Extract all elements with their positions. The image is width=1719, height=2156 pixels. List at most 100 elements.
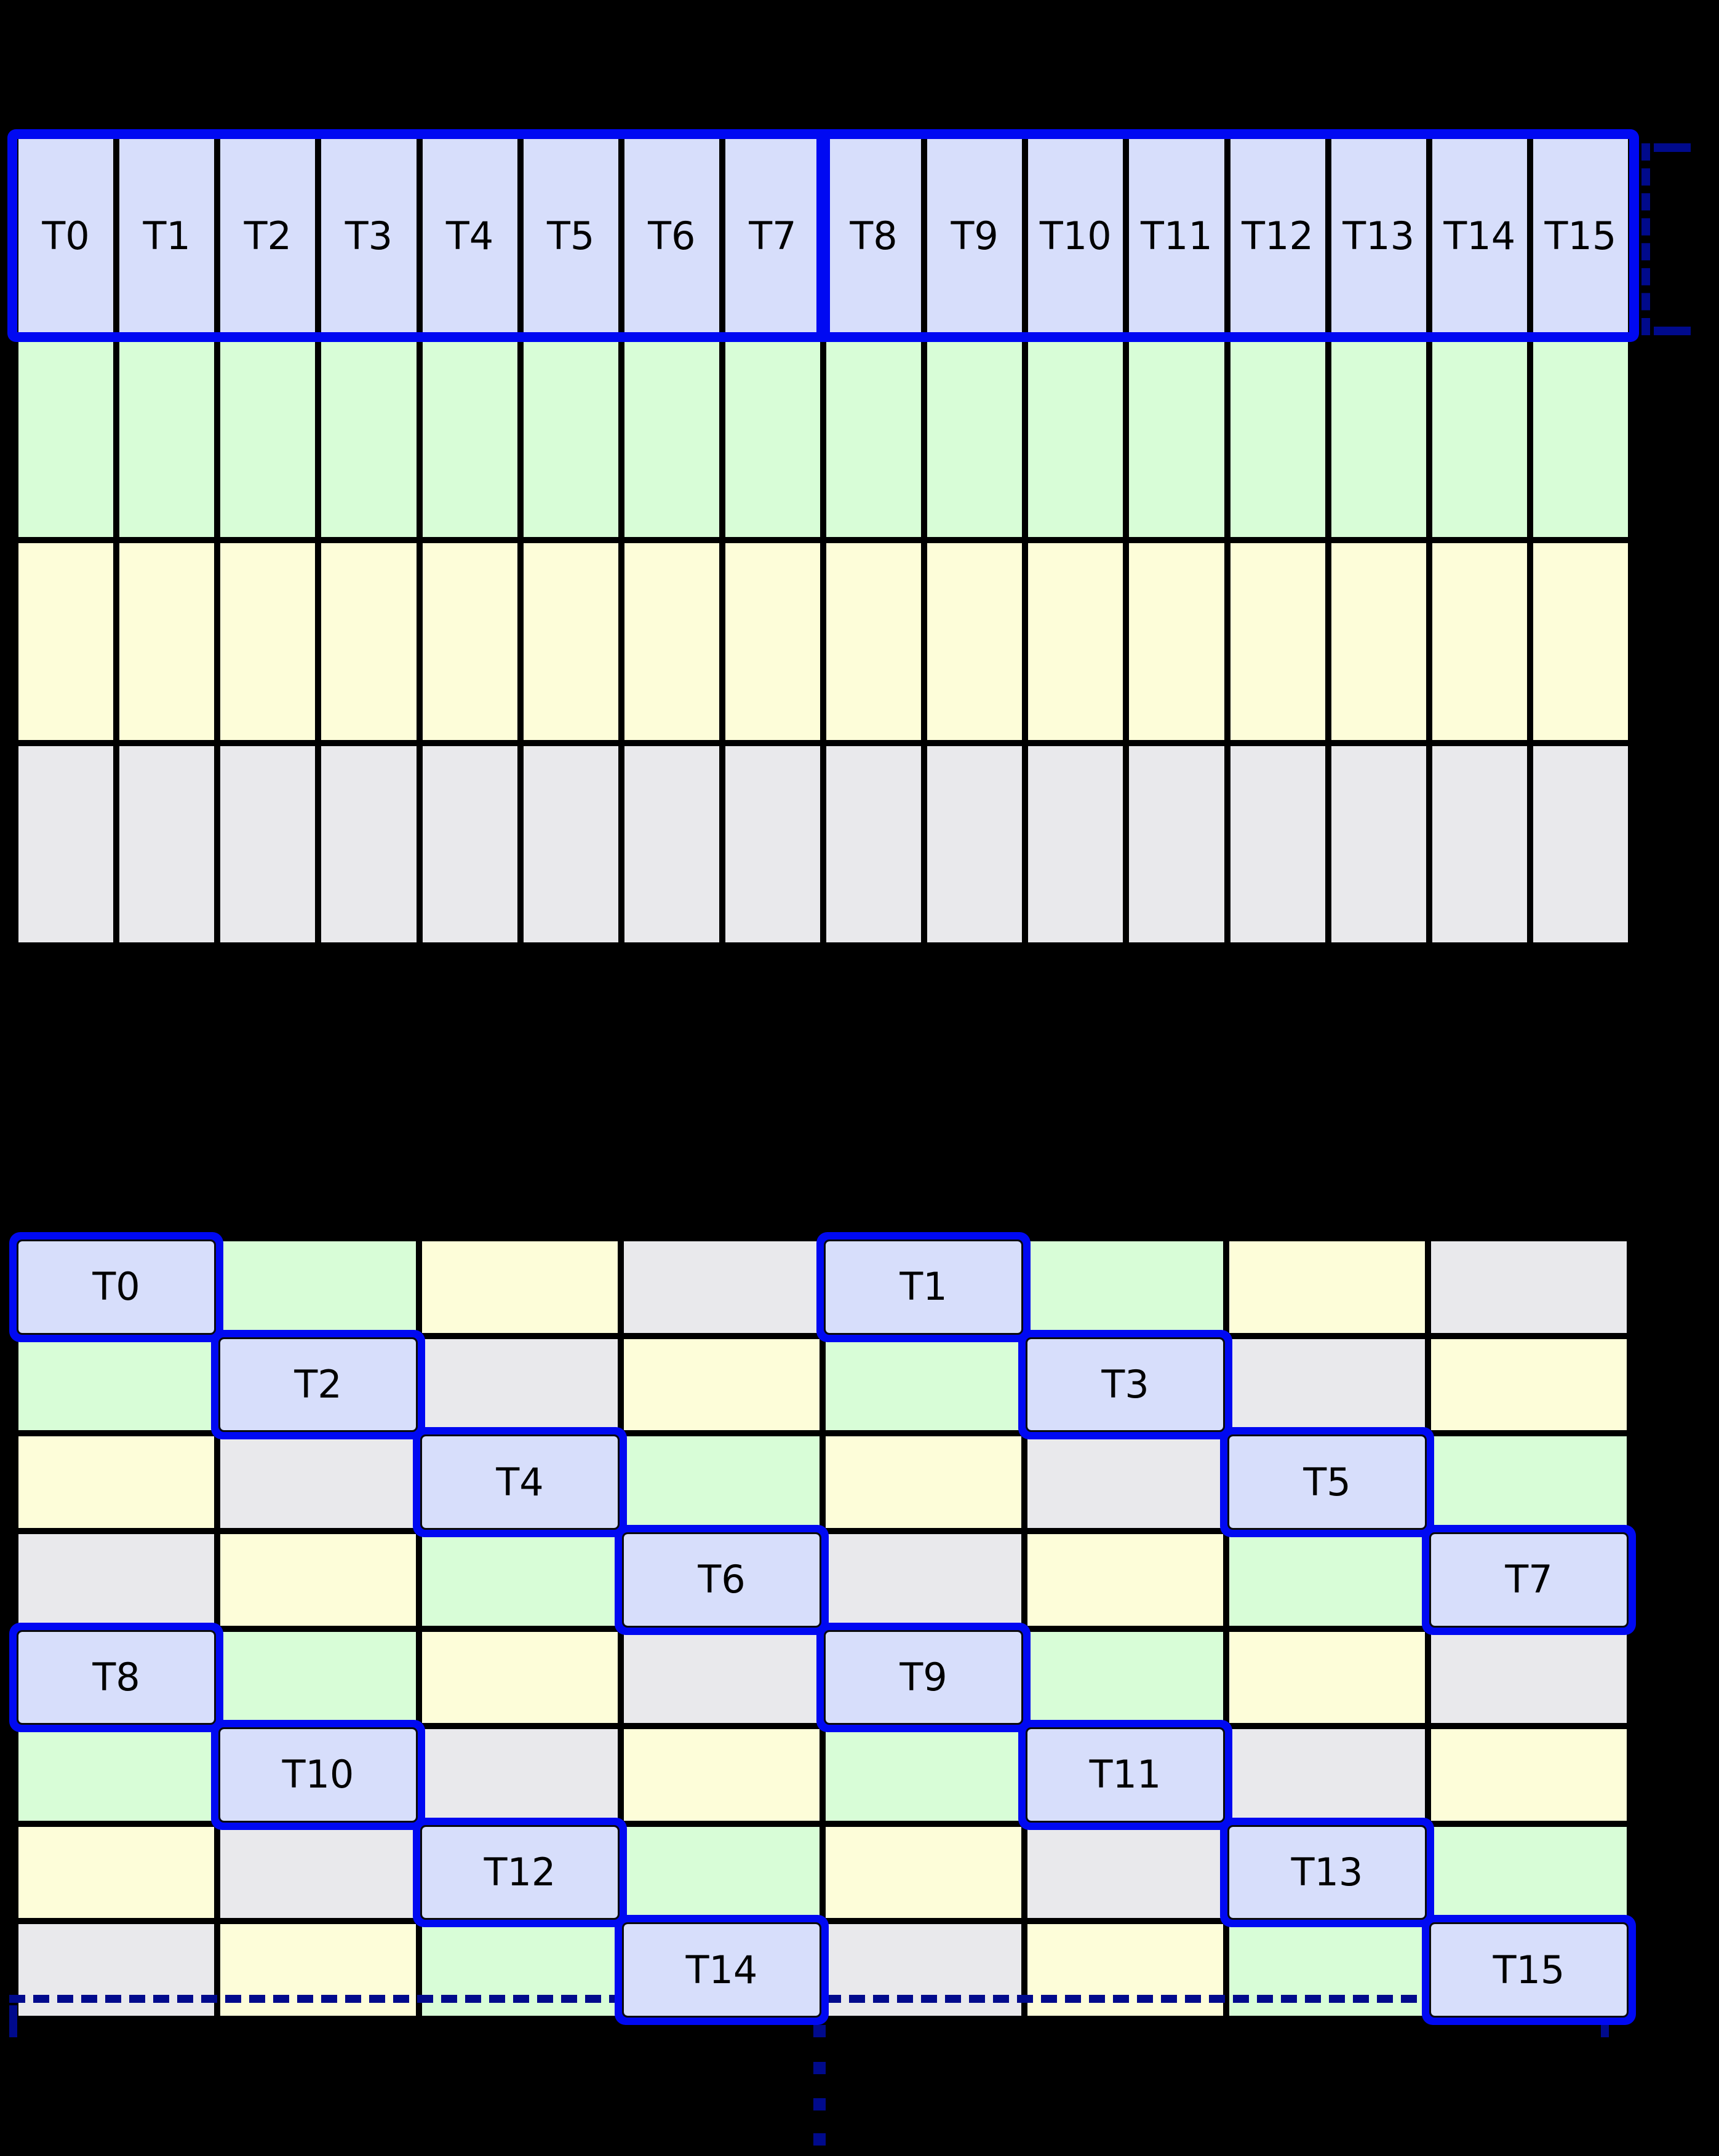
thread-cell-T3: T3 <box>321 138 417 335</box>
bank-cell-r6-c1 <box>220 1826 416 1919</box>
bank-cell-r4-c6 <box>1229 1631 1425 1724</box>
bank-cell-r5-c4 <box>826 1729 1021 1821</box>
top-grid-cell-r1-c7 <box>725 340 820 537</box>
top-grid-cell-r1-c0 <box>18 340 114 537</box>
top-grid-cell-r2-c5 <box>523 543 618 740</box>
bank-cell-r3-c2 <box>422 1533 618 1626</box>
bottom-bracket-left-tick <box>9 2005 17 2037</box>
top-grid-cell-r1-c11 <box>1129 340 1224 537</box>
top-grid-cell-r1-c14 <box>1432 340 1527 537</box>
top-grid-cell-r1-c2 <box>220 340 316 537</box>
bank-cell-r3-c0 <box>18 1533 214 1626</box>
bank-cell-r2-c7 <box>1431 1436 1627 1528</box>
top-grid-cell-r1-c12 <box>1230 340 1325 537</box>
bank-thread-cell-T8: T8 <box>17 1629 216 1725</box>
ellipsis-dot <box>813 2098 826 2110</box>
bank-thread-cell-T3: T3 <box>1026 1337 1225 1433</box>
top-grid-cell-r3-c6 <box>624 746 719 942</box>
bank-thread-cell-T11: T11 <box>1026 1727 1225 1823</box>
bank-cell-r5-c0 <box>18 1729 214 1821</box>
bank-thread-cell-T9: T9 <box>824 1629 1023 1725</box>
thread-cell-T7: T7 <box>725 138 820 335</box>
bank-cell-r4-c1 <box>220 1631 416 1724</box>
bank-thread-cell-T13: T13 <box>1227 1824 1427 1920</box>
bank-cell-r0-c5 <box>1027 1241 1223 1333</box>
bank-thread-cell-T0: T0 <box>17 1239 216 1335</box>
top-grid-cell-r2-c13 <box>1331 543 1426 740</box>
top-grid-cell-r2-c1 <box>119 543 215 740</box>
top-grid-cell-r3-c11 <box>1129 746 1224 942</box>
top-grid-cell-r1-c10 <box>1028 340 1123 537</box>
thread-cell-T10: T10 <box>1028 138 1123 335</box>
top-grid-cell-r2-c7 <box>725 543 820 740</box>
bank-thread-cell-T12: T12 <box>420 1824 620 1920</box>
bank-cell-r0-c2 <box>422 1241 618 1333</box>
thread-cell-T6: T6 <box>624 138 719 335</box>
top-grid-cell-r1-c1 <box>119 340 215 537</box>
bank-cell-r4-c2 <box>422 1631 618 1724</box>
bank-cell-r4-c7 <box>1431 1631 1627 1724</box>
top-grid-cell-r2-c6 <box>624 543 719 740</box>
bank-cell-r5-c7 <box>1431 1729 1627 1821</box>
bank-cell-r6-c4 <box>826 1826 1021 1919</box>
bank-cell-r0-c6 <box>1229 1241 1425 1333</box>
top-grid-cell-r3-c12 <box>1230 746 1325 942</box>
bottom-grid: T0 T1 T2 T3 T4 T5 T6 T7 T8 T9 T10 T11 T12 T13 T14 T15 <box>12 1235 1633 2022</box>
thread-row-group-divider <box>816 129 830 342</box>
top-grid-cell-r3-c13 <box>1331 746 1426 942</box>
top-grid-cell-r3-c0 <box>18 746 114 942</box>
bank-cell-r5-c2 <box>422 1729 618 1821</box>
bank-cell-r1-c7 <box>1431 1339 1627 1431</box>
top-grid-cell-r1-c3 <box>321 340 417 537</box>
top-grid-cell-r3-c2 <box>220 746 316 942</box>
top-grid-cell-r2-c0 <box>18 543 114 740</box>
bank-cell-r3-c1 <box>220 1533 416 1626</box>
top-grid-cell-r2-c2 <box>220 543 316 740</box>
top-grid-cell-r2-c11 <box>1129 543 1224 740</box>
thread-cell-T4: T4 <box>422 138 517 335</box>
top-grid-cell-r1-c6 <box>624 340 719 537</box>
bank-cell-r2-c5 <box>1027 1436 1223 1528</box>
top-grid-cell-r3-c1 <box>119 746 215 942</box>
top-grid-cell-r3-c14 <box>1432 746 1527 942</box>
thread-cell-T13: T13 <box>1331 138 1426 335</box>
row-bracket-vertical <box>1641 143 1650 335</box>
thread-cell-T2: T2 <box>220 138 316 335</box>
ellipsis-dot <box>813 2062 826 2074</box>
thread-cell-T11: T11 <box>1129 138 1224 335</box>
bank-cell-r1-c6 <box>1229 1339 1425 1431</box>
bank-cell-r0-c7 <box>1431 1241 1627 1333</box>
bank-thread-cell-T2: T2 <box>218 1337 418 1433</box>
top-grid-cell-r1-c13 <box>1331 340 1426 537</box>
row-bracket-bottom-dash <box>1654 327 1691 335</box>
top-grid-cell-r1-c5 <box>523 340 618 537</box>
bank-cell-r2-c0 <box>18 1436 214 1528</box>
top-grid-cell-r2-c10 <box>1028 543 1123 740</box>
top-grid-cell-r2-c4 <box>422 543 517 740</box>
bank-cell-r6-c3 <box>624 1826 820 1919</box>
bank-cell-r5-c3 <box>624 1729 820 1821</box>
ellipsis-dot <box>813 2133 826 2146</box>
bank-thread-cell-T15: T15 <box>1429 1922 1629 2018</box>
bank-cell-r4-c5 <box>1027 1631 1223 1724</box>
bank-thread-cell-T10: T10 <box>218 1727 418 1823</box>
ellipsis-dot <box>813 2025 826 2037</box>
top-grid-cell-r3-c9 <box>927 746 1023 942</box>
bank-cell-r3-c4 <box>826 1533 1021 1626</box>
bank-thread-cell-T7: T7 <box>1429 1532 1629 1628</box>
row-bracket-top-dash <box>1654 143 1691 152</box>
thread-cell-T15: T15 <box>1533 138 1628 335</box>
thread-cell-T1: T1 <box>119 138 215 335</box>
bank-cell-r1-c0 <box>18 1339 214 1431</box>
bank-cell-r2-c4 <box>826 1436 1021 1528</box>
top-grid-cell-r2-c3 <box>321 543 417 740</box>
bank-cell-r6-c0 <box>18 1826 214 1919</box>
bank-thread-cell-T6: T6 <box>622 1532 821 1628</box>
thread-cell-T0: T0 <box>18 138 114 335</box>
top-grid-cell-r3-c4 <box>422 746 517 942</box>
top-grid-cell-r3-c7 <box>725 746 820 942</box>
top-grid-cell-r2-c8 <box>826 543 922 740</box>
top-grid-cell-r1-c9 <box>927 340 1023 537</box>
top-grid-cell-r1-c15 <box>1533 340 1628 537</box>
bank-cell-r6-c5 <box>1027 1826 1223 1919</box>
